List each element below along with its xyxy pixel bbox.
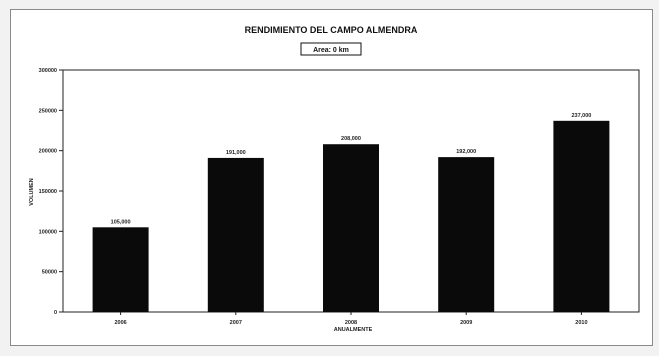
x-axis-label: ANUALMENTE: [334, 327, 373, 333]
bar: [553, 120, 610, 312]
subtitle-box: [300, 42, 362, 56]
x-tick-label: 2009: [460, 320, 472, 326]
x-tick-label: 2010: [575, 320, 587, 326]
data-label: 237,000: [571, 113, 591, 119]
x-tick-label: 2008: [345, 320, 357, 326]
y-tick-label: 0: [54, 310, 57, 316]
chart-frame: RENDIMIENTO DEL CAMPO ALMENDRA Area: 0 k…: [10, 9, 653, 346]
bar: [92, 227, 149, 312]
bar: [323, 144, 379, 312]
bar: [207, 157, 264, 312]
data-label: 208,000: [341, 136, 361, 142]
y-tick-label: 50000: [42, 270, 57, 276]
data-label: 192,000: [456, 149, 476, 155]
bar: [438, 157, 495, 312]
y-tick-label: 200000: [39, 149, 57, 155]
x-tick-label: 2007: [230, 320, 242, 326]
data-label: 191,000: [226, 150, 246, 156]
plot-area: 0 50000 100000 150000 200000 250000 300000 105,…: [39, 68, 640, 326]
y-tick-label: 150000: [39, 189, 57, 195]
y-axis-label: VOLUMEN: [29, 178, 35, 206]
y-tick-label: 300000: [39, 68, 57, 74]
chart-svg: RENDIMIENTO DEL CAMPO ALMENDRA Area: 0 k…: [29, 25, 640, 333]
chart-title: RENDIMIENTO DEL CAMPO ALMENDRA: [245, 25, 418, 35]
y-tick-label: 100000: [39, 229, 57, 235]
x-tick-label: 2006: [114, 320, 126, 326]
data-label: 105,000: [111, 219, 131, 225]
y-tick-label: 250000: [39, 108, 57, 114]
chart-subtitle: Area: 0 km: [313, 47, 349, 54]
